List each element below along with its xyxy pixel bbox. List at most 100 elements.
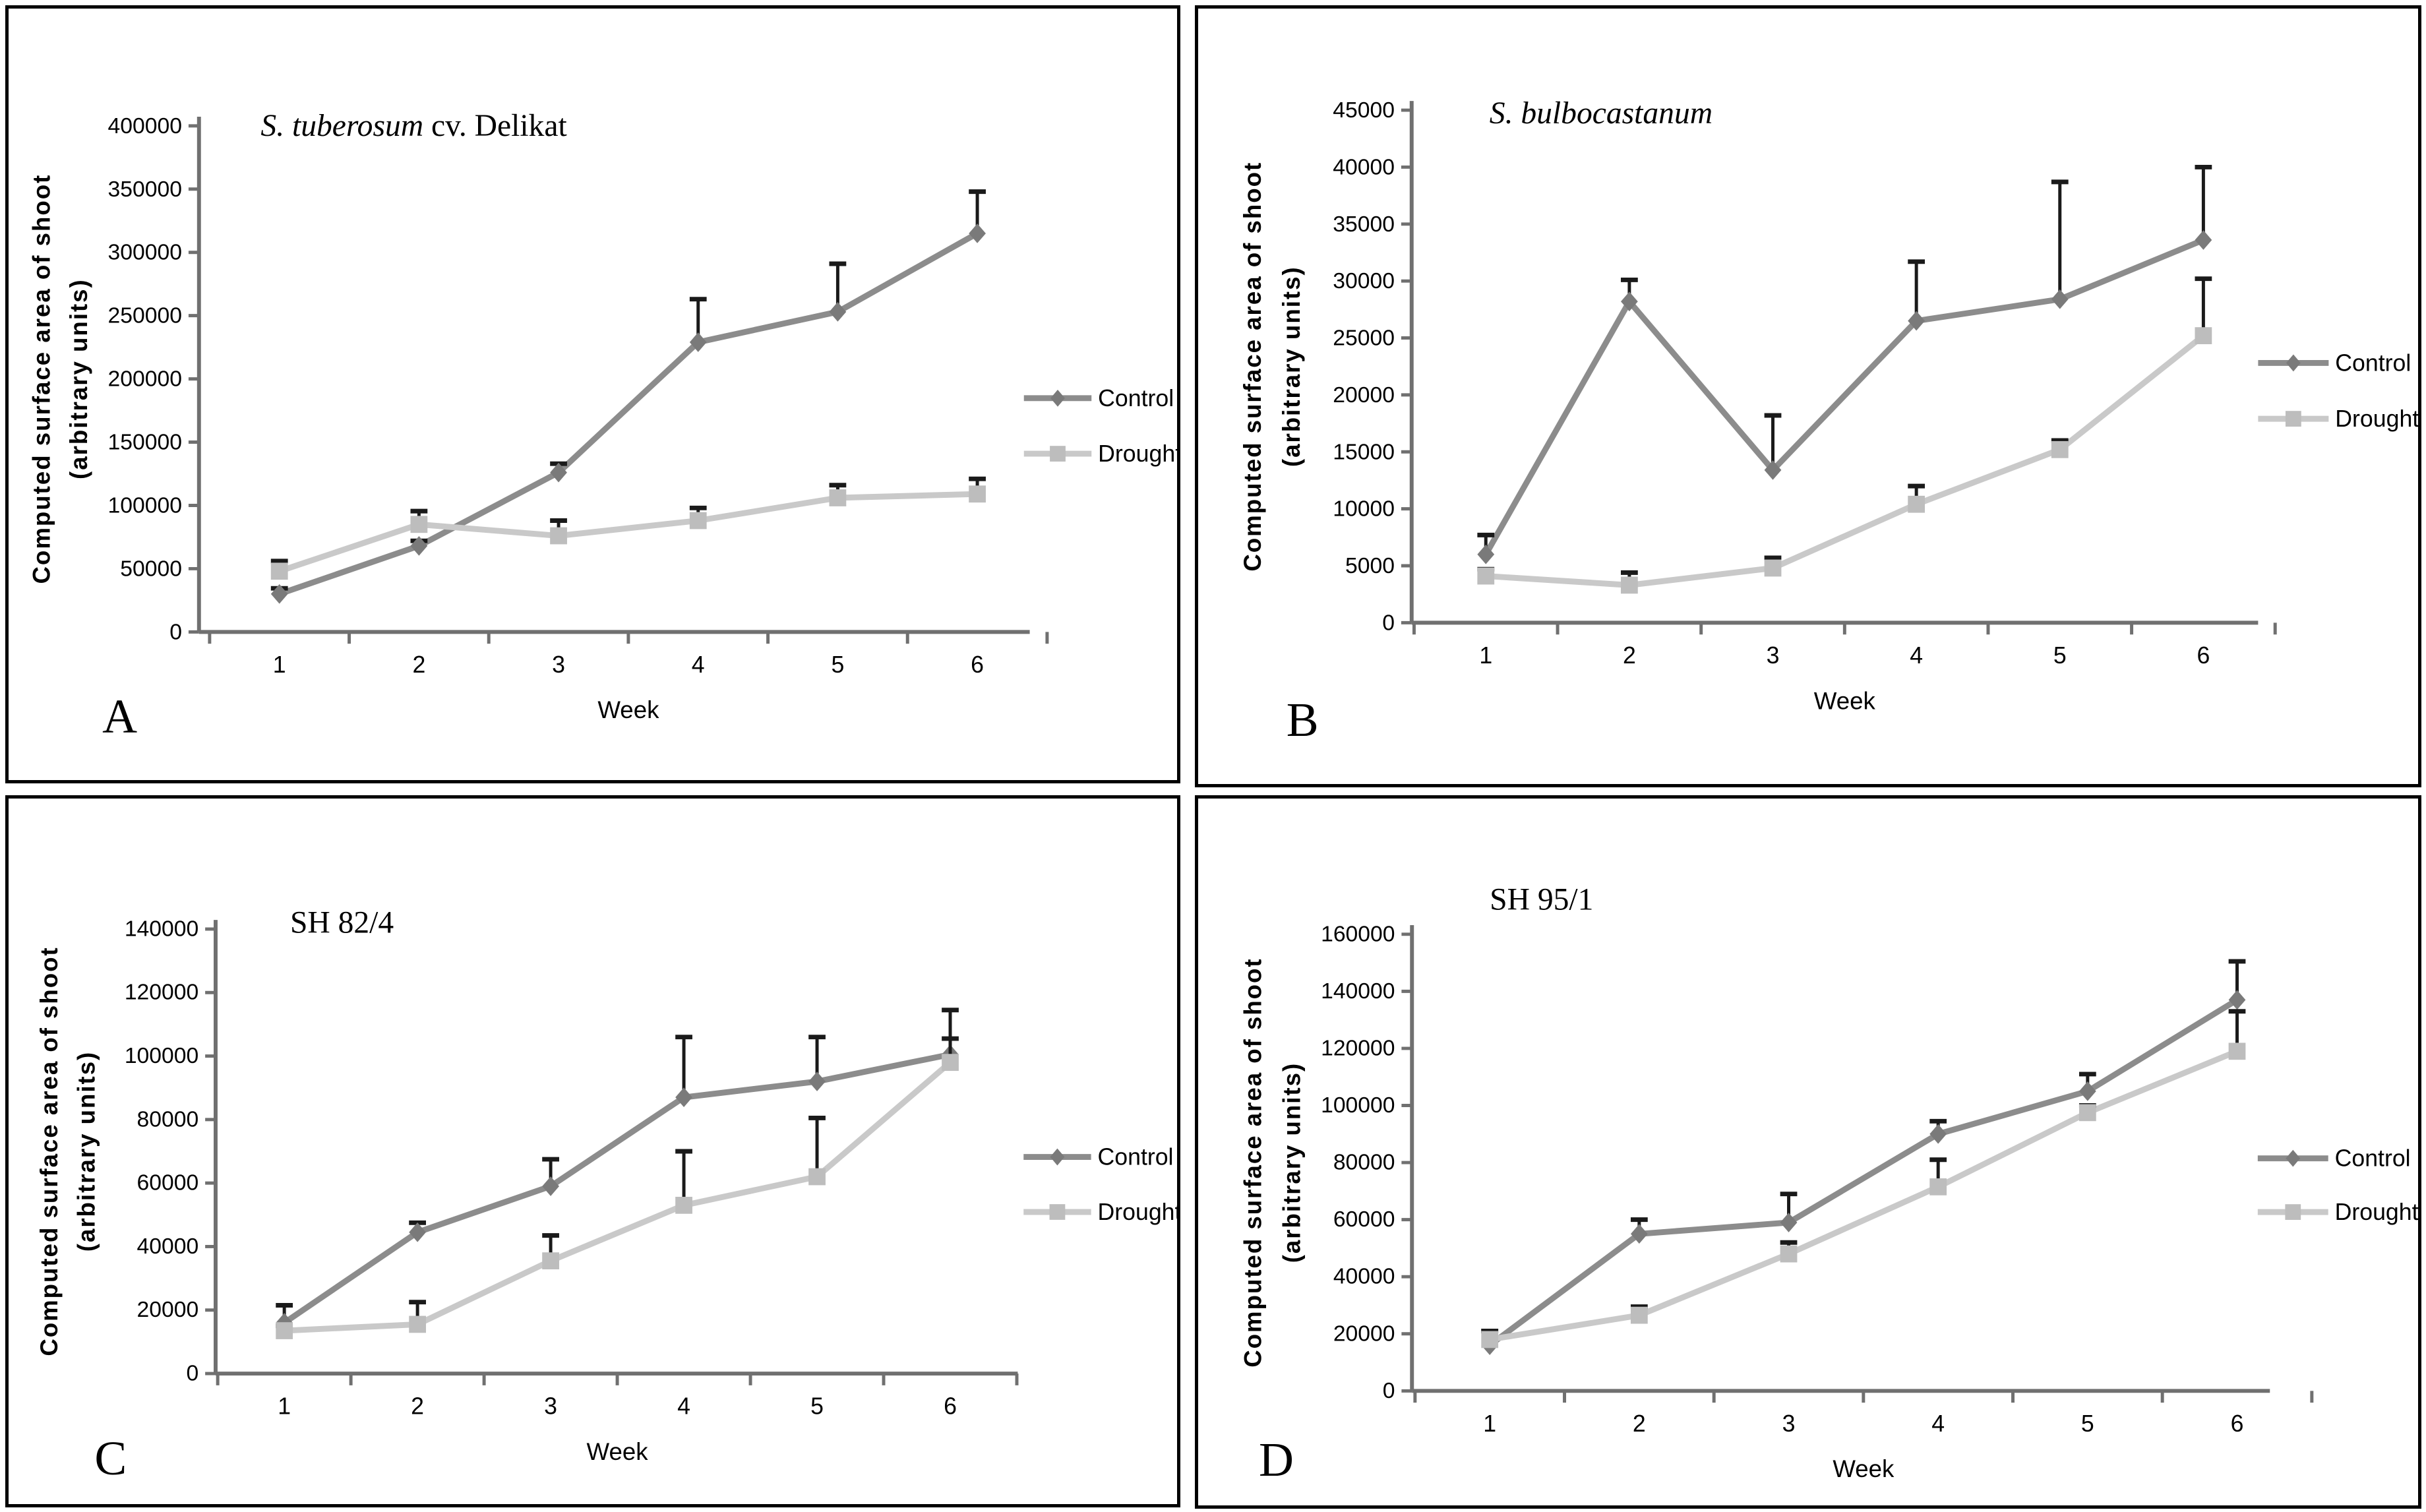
legend-diamond-marker-icon	[2286, 1149, 2301, 1167]
x-tick-label: 1	[273, 651, 286, 678]
legend-item-drought: Drought	[1023, 440, 1177, 467]
x-tick-label: 6	[2231, 1410, 2244, 1437]
y-axis-title-line1: Computed surface area of shoot	[1239, 162, 1266, 572]
legend-label-control: Control	[1098, 385, 1174, 411]
drought-data-point	[1929, 1178, 1947, 1195]
legend-label-drought: Drought	[2335, 1199, 2418, 1225]
y-tick-label: 20000	[1333, 1321, 1395, 1346]
y-tick-label: 250000	[108, 303, 182, 328]
control-data-point	[1780, 1213, 1798, 1232]
legend-diamond-marker-icon	[1050, 1148, 1065, 1166]
panel-title-plain: cv. Delikat	[423, 109, 567, 143]
panel-c: 0 20000 40000 60000 80000 100000 120000 140000 1…	[5, 795, 1180, 1507]
drought-series	[276, 1036, 959, 1339]
y-axis-title-line2: (arbitrary units)	[1279, 1062, 1306, 1263]
drought-series-line	[1489, 1048, 2239, 1343]
x-tick-label: 5	[831, 651, 844, 678]
control-series	[1477, 164, 2212, 564]
drought-data-point	[942, 1054, 959, 1072]
y-axis-title-line1: Computed surface area of shoot	[36, 946, 63, 1356]
y-tick-label: 25000	[1333, 326, 1395, 351]
legend-diamond-marker-icon	[1050, 389, 1065, 407]
drought-data-point	[2078, 1104, 2096, 1122]
legend-item-control: Control	[1023, 1144, 1173, 1170]
drought-data-point	[542, 1252, 559, 1269]
legend-label-control: Control	[1098, 1144, 1174, 1170]
x-tick-label: 2	[412, 651, 425, 678]
y-tick-label: 140000	[125, 917, 198, 941]
control-data-point	[2051, 289, 2069, 309]
x-tick-label: 3	[1782, 1410, 1796, 1437]
control-data-point	[1929, 1124, 1947, 1144]
legend-square-marker-icon	[1049, 1204, 1066, 1220]
drought-data-point	[2051, 440, 2069, 458]
x-axis-title: Week	[597, 696, 659, 723]
legend-label-drought: Drought	[1098, 1199, 1177, 1225]
y-tick-label: 20000	[1333, 382, 1395, 408]
chart-b: 0 5000 10000 15000 20000 25000 30000 35000 40000…	[1239, 96, 2418, 746]
control-series	[270, 189, 986, 604]
control-series	[1481, 959, 2246, 1355]
y-tick-label: 60000	[1333, 1207, 1395, 1232]
y-tick-label: 40000	[137, 1234, 199, 1259]
y-tick-label: 100000	[1321, 1093, 1395, 1118]
y-tick-label: 80000	[137, 1107, 199, 1132]
drought-data-point	[1630, 1306, 1648, 1324]
y-tick-label: 0	[186, 1362, 198, 1386]
y-tick-label: 40000	[1333, 154, 1395, 179]
x-tick-label: 5	[2053, 642, 2067, 669]
control-data-point	[969, 224, 986, 243]
legend-label-control: Control	[2335, 1145, 2411, 1172]
x-tick-label: 1	[1483, 1410, 1496, 1437]
control-data-point	[808, 1072, 826, 1091]
y-tick-label: 5000	[1345, 553, 1395, 578]
control-data-point	[2078, 1081, 2096, 1101]
x-axis-title: Week	[1833, 1455, 1895, 1482]
x-tick-label: 4	[677, 1393, 690, 1419]
y-tick-label: 15000	[1333, 439, 1395, 464]
y-tick-label: 30000	[1333, 268, 1395, 293]
panel-title-plain: SH 82/4	[290, 905, 394, 940]
control-series-line	[278, 231, 979, 597]
y-tick-label: 35000	[1333, 212, 1395, 237]
drought-series	[1481, 1009, 2246, 1348]
x-tick-label: 5	[810, 1393, 824, 1419]
panel-title-species: S. bulbocastanum	[1490, 96, 1713, 131]
panel-title: S. bulbocastanum	[1490, 96, 1713, 131]
legend-label-drought: Drought	[2335, 406, 2418, 432]
x-tick-label: 2	[1623, 642, 1636, 669]
drought-series-line	[284, 1060, 952, 1334]
legend-square-marker-icon	[2285, 1204, 2301, 1221]
legend-item-control: Control	[2257, 1145, 2411, 1172]
panel-b: 0 5000 10000 15000 20000 25000 30000 35000 40000…	[1195, 5, 2421, 787]
drought-data-point	[2195, 327, 2212, 344]
control-data-point	[550, 462, 567, 483]
chart-a: 0 50000 100000 150000 200000 250000 300000 3500…	[28, 109, 1177, 742]
legend-item-control: Control	[1023, 385, 1174, 411]
y-tick-label: 350000	[108, 177, 182, 202]
panel-letter: C	[94, 1432, 127, 1485]
y-tick-label: 80000	[1333, 1151, 1395, 1175]
panel-title: SH 82/4	[290, 905, 394, 940]
panel-title-species: S. tuberosum	[260, 109, 423, 143]
drought-data-point	[1477, 567, 1495, 585]
drought-data-point	[969, 485, 986, 503]
panel-a: 0 50000 100000 150000 200000 250000 300000 3500…	[5, 5, 1180, 783]
y-tick-label: 0	[1383, 1379, 1395, 1403]
drought-data-point	[410, 516, 428, 533]
legend-label-control: Control	[2335, 349, 2411, 376]
y-tick-label: 0	[1382, 610, 1395, 635]
y-tick-label: 0	[169, 619, 182, 644]
drought-data-point	[550, 527, 567, 545]
x-tick-label: 1	[1479, 642, 1492, 669]
y-tick-label: 120000	[125, 981, 198, 1005]
x-tick-label: 4	[1910, 642, 1923, 669]
y-tick-label: 140000	[1321, 979, 1395, 1004]
legend-item-drought: Drought	[2258, 406, 2418, 432]
y-tick-label: 10000	[1333, 497, 1395, 522]
control-series	[276, 1008, 959, 1333]
drought-data-point	[2228, 1043, 2246, 1060]
drought-data-point	[675, 1196, 692, 1214]
y-tick-label: 100000	[108, 493, 182, 518]
